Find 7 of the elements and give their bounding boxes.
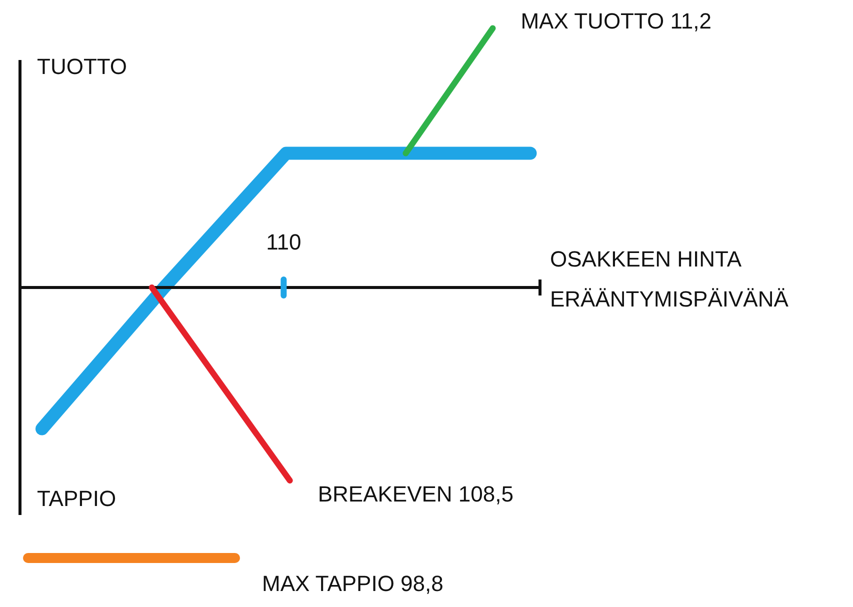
text: BREAKEVEN 108,5 xyxy=(318,482,514,507)
text: MAX TUOTTO 11,2 xyxy=(520,8,712,34)
text: MAX TAPPIO 98,8 xyxy=(262,571,444,596)
annotation: 110 xyxy=(266,230,302,255)
text: TAPPIO xyxy=(37,486,116,512)
y-axis-title: TUOTTO xyxy=(37,54,128,80)
x-axis-title: OSAKKEEN HINTA ERÄÄNTYMISPÄIVÄNÄ xyxy=(550,246,789,312)
